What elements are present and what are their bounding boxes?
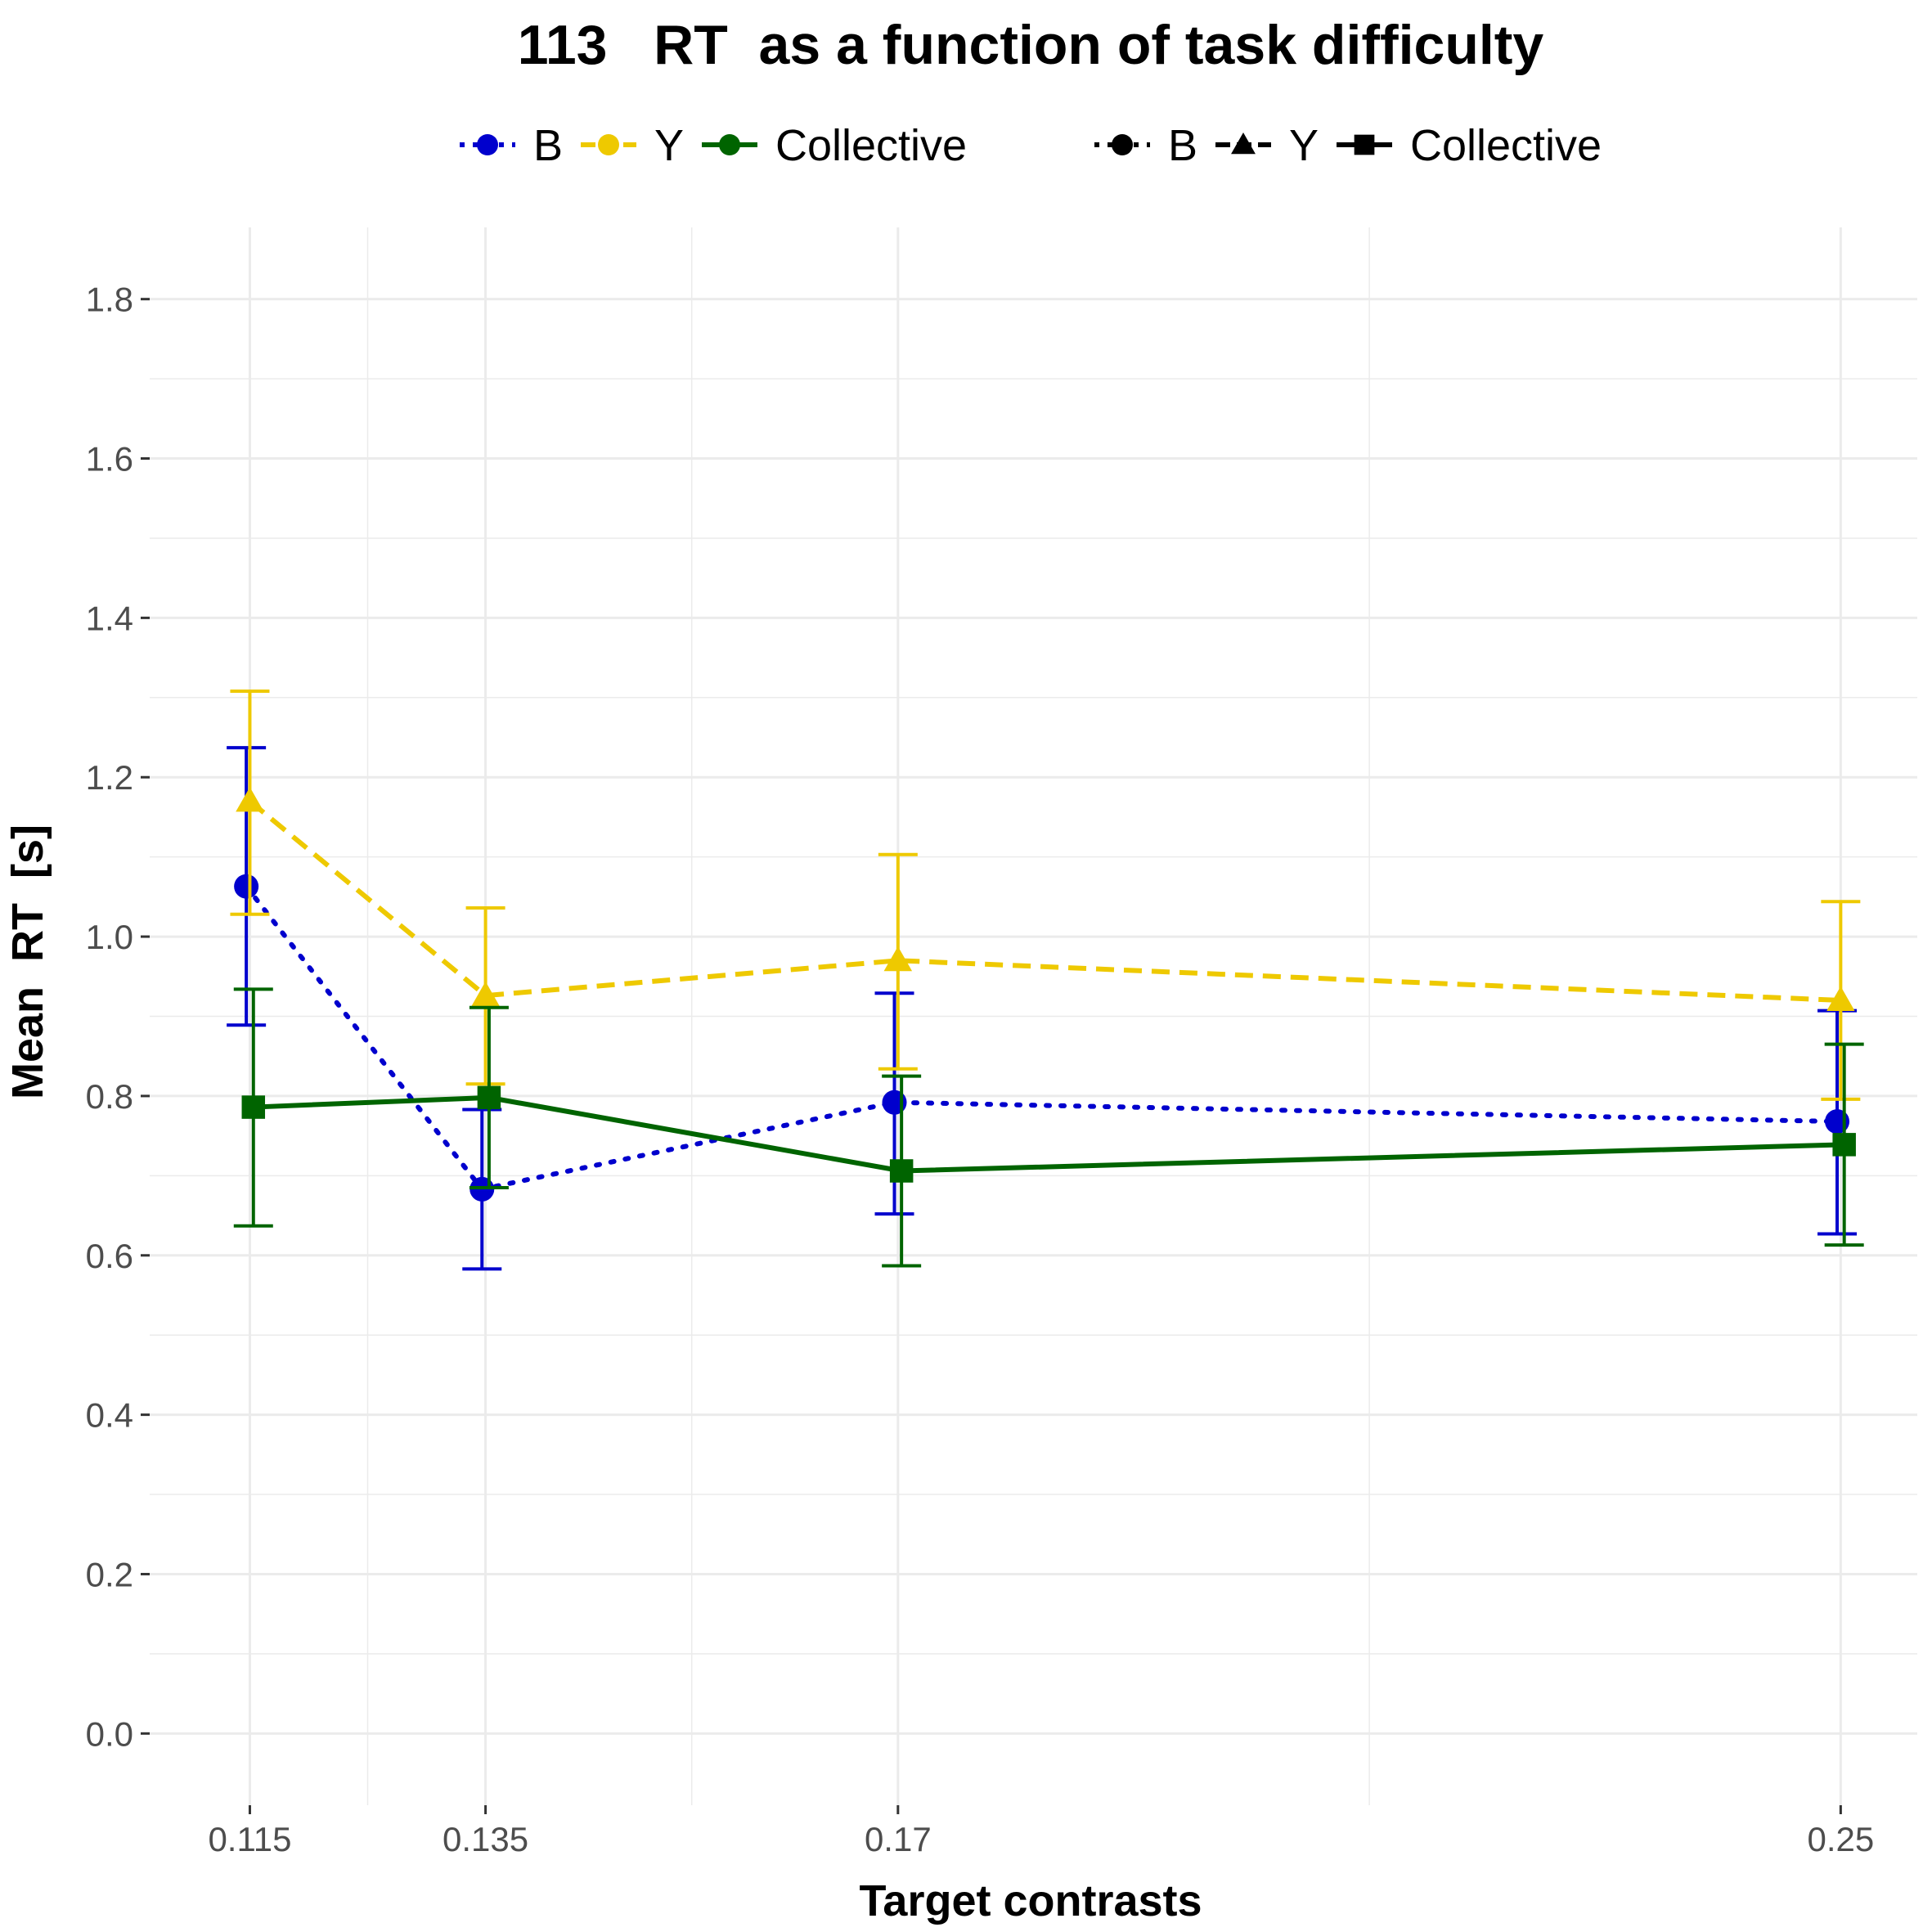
x-tick-label: 0.115 — [208, 1820, 291, 1858]
y-tick-label: 1.8 — [86, 281, 133, 319]
legend-color-key-b — [460, 134, 515, 155]
legend-shape-key-y — [1215, 133, 1271, 155]
y-tick-label: 0.6 — [86, 1237, 133, 1275]
y-tick-label: 0.4 — [86, 1396, 133, 1435]
legend-color-label-b: B — [533, 121, 563, 170]
legend-color-dot-collective — [719, 134, 740, 155]
y-tick-label: 1.2 — [86, 758, 133, 797]
data-point-y — [883, 946, 913, 972]
series-line-collective — [253, 1094, 1844, 1174]
x-tick-label: 0.25 — [1807, 1820, 1874, 1858]
axes: 0.0 0.2 0.4 0.6 0.8 1.0 1.2 1.4 1.6 1.8 0.115 0.135… — [86, 281, 1875, 1858]
data-point-collective — [477, 1085, 501, 1110]
data-point-collective — [889, 1159, 914, 1183]
series-collective — [233, 987, 1864, 1268]
data-point-y — [1826, 986, 1855, 1011]
legend-color-dot-b — [477, 134, 498, 155]
data-point-b — [234, 874, 259, 899]
data-point-y — [471, 981, 500, 1007]
legend: B Y Collective B Y Collective — [460, 121, 1602, 170]
x-tick-label: 0.135 — [443, 1820, 528, 1858]
legend-shape-label-b: B — [1168, 121, 1197, 170]
x-tick-label: 0.17 — [865, 1820, 932, 1858]
legend-shape-key-collective — [1337, 134, 1392, 155]
y-tick-label: 0.8 — [86, 1077, 133, 1116]
series-line-y — [248, 799, 1841, 1004]
legend-shape-marker-collective — [1354, 134, 1375, 155]
legend-shape-label-collective: Collective — [1410, 121, 1602, 170]
series-line-b — [244, 883, 1840, 1192]
legend-color-key-y — [581, 134, 636, 155]
chart-title: 113 RT as a function of task difficulty — [518, 14, 1544, 76]
y-tick-label: 1.4 — [86, 599, 133, 637]
legend-color-label-collective: Collective — [775, 121, 967, 170]
legend-color-dot-y — [598, 134, 619, 155]
legend-shape-label-y: Y — [1289, 121, 1319, 170]
series-y — [230, 690, 1861, 1101]
legend-color-key-collective — [702, 134, 757, 155]
y-tick-label: 1.6 — [86, 440, 133, 479]
legend-color-label-y: Y — [654, 121, 684, 170]
y-axis-title: Mean RT [s] — [3, 824, 52, 1099]
y-tick-label: 1.0 — [86, 918, 133, 956]
legend-shape-key-b — [1094, 134, 1150, 155]
legend-shape-marker-y — [1231, 133, 1256, 155]
data-point-y — [236, 787, 264, 812]
grid — [150, 227, 1917, 1805]
x-axis-title: Target contrasts — [859, 1876, 1202, 1925]
y-tick-label: 0.2 — [86, 1555, 133, 1593]
series-layer — [227, 690, 1864, 1271]
y-tick-label: 0.0 — [86, 1714, 133, 1753]
legend-shape-marker-b — [1112, 134, 1133, 155]
data-point-collective — [1832, 1133, 1856, 1157]
data-point-collective — [241, 1095, 266, 1119]
